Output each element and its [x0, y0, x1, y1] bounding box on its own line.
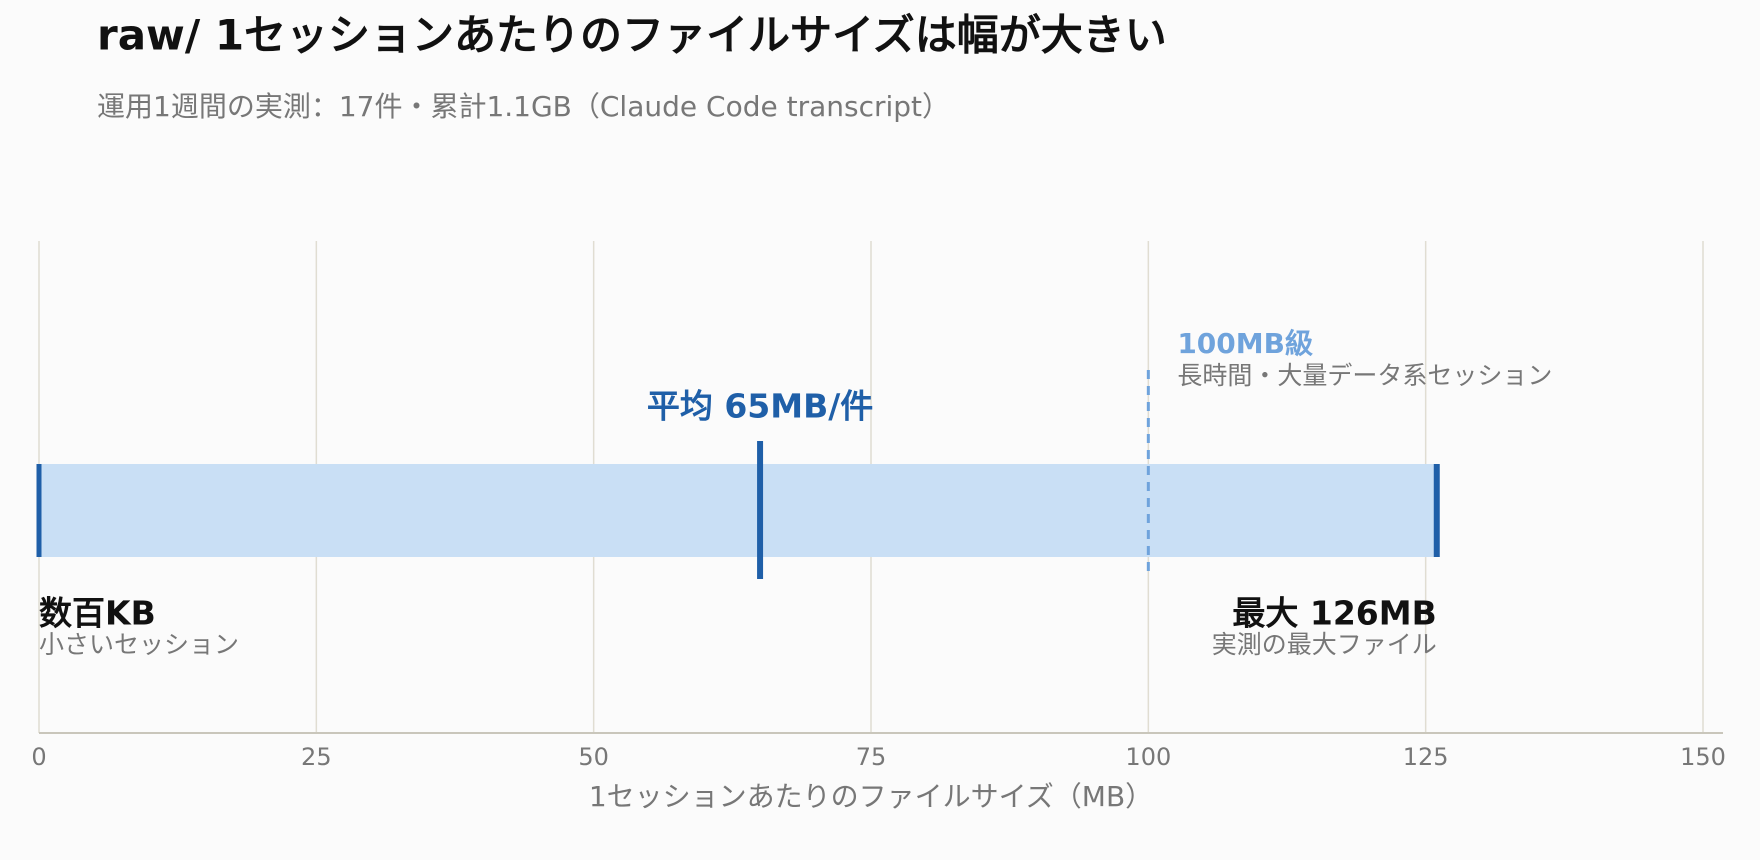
max-label: 最大 126MB [1232, 594, 1436, 633]
x-tick-label: 50 [578, 743, 609, 771]
min-label: 数百KB [39, 594, 156, 633]
x-tick-label: 100 [1125, 743, 1171, 771]
max-note: 実測の最大ファイル [1212, 630, 1437, 659]
x-tick-label: 25 [301, 743, 332, 771]
reference-label: 100MB級 [1177, 327, 1313, 360]
x-tick-label: 75 [856, 743, 887, 771]
range-bar [39, 464, 1437, 557]
chart-title: raw/ 1セッションあたりのファイルサイズは幅が大きい [97, 11, 1167, 60]
x-axis-label: 1セッションあたりのファイルサイズ（MB） [589, 780, 1153, 813]
min-note: 小さいセッション [39, 630, 239, 659]
chart-subtitle: 運用1週間の実測：17件・累計1.1GB（Claude Code transcr… [97, 90, 950, 123]
mean-label: 平均 65MB/件 [647, 387, 873, 426]
x-tick-label: 125 [1403, 743, 1449, 771]
reference-note: 長時間・大量データ系セッション [1177, 361, 1552, 390]
x-tick-label: 0 [31, 743, 46, 771]
x-tick-label: 150 [1680, 743, 1726, 771]
